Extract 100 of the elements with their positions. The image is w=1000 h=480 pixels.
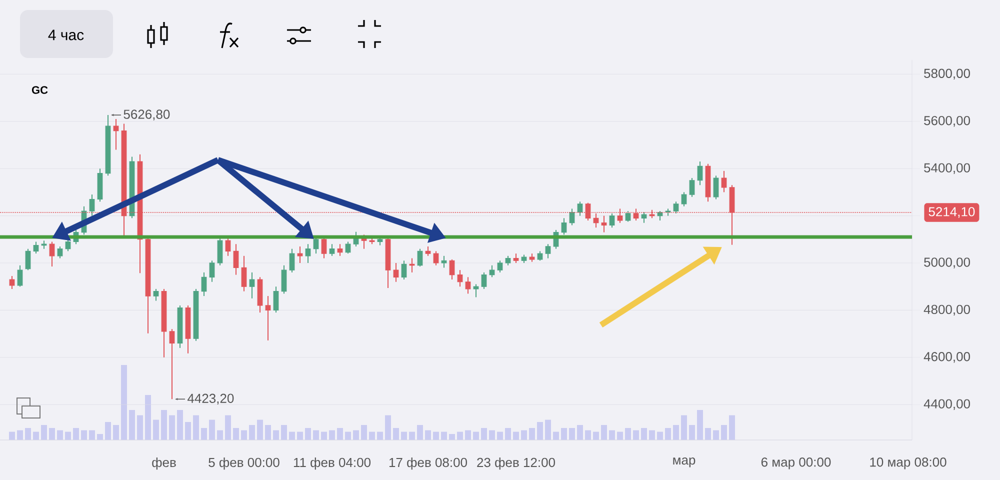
bar [537, 422, 544, 440]
bar [577, 425, 584, 440]
bar [121, 365, 127, 440]
x-tick-label: мар [673, 458, 696, 468]
bar [321, 432, 328, 440]
candlestick [17, 264, 23, 288]
candlestick [457, 270, 463, 288]
candlestick [393, 262, 399, 282]
bar [441, 432, 448, 440]
bar [153, 420, 160, 440]
bar [361, 425, 368, 440]
candlestick [697, 160, 703, 186]
candlestick [297, 246, 303, 264]
bar [569, 428, 576, 440]
bar [553, 432, 560, 440]
bar [481, 428, 488, 440]
candlestick [65, 238, 71, 252]
bar [665, 428, 672, 440]
x-tick-label: 6 мар 00:00 [761, 458, 831, 470]
bar [129, 410, 135, 440]
bar [681, 415, 688, 440]
candlestick [89, 194, 95, 216]
candlestick [241, 255, 247, 292]
bar [217, 430, 224, 440]
candlestick [249, 272, 255, 299]
bar [161, 410, 168, 440]
bar [457, 432, 464, 440]
bar [641, 428, 648, 440]
candlestick [153, 288, 159, 302]
y-tick-label: 4400,00 [924, 399, 970, 410]
bar [273, 430, 280, 440]
candlestick [265, 296, 271, 341]
candlestick [441, 255, 447, 268]
bar [401, 432, 408, 440]
bar [369, 432, 376, 440]
bar [225, 415, 232, 440]
candlestick [217, 236, 223, 266]
bar [249, 425, 256, 440]
bar [177, 410, 184, 440]
bar [57, 430, 63, 440]
bar [257, 420, 264, 440]
candlestick [449, 258, 455, 280]
bar [393, 428, 400, 440]
bar [705, 428, 712, 440]
bar [561, 428, 568, 440]
x-tick-label: 10 мар 08:00 [870, 458, 946, 470]
candlestick [513, 253, 519, 264]
candlestick [225, 236, 231, 256]
candlestick [289, 248, 295, 273]
bar [241, 430, 248, 440]
bar [449, 434, 456, 440]
x-tick-label: 11 фев 04:00 [294, 458, 371, 470]
bar [729, 415, 736, 440]
bar [89, 430, 95, 440]
candlestick [25, 248, 31, 271]
bar [385, 415, 392, 440]
bar [721, 425, 728, 440]
bar [185, 422, 192, 440]
bar [529, 428, 536, 440]
candlestick [305, 244, 311, 264]
candlestick [329, 244, 335, 256]
bar [337, 428, 344, 440]
x-tick-label: 17 фев 08:00 [389, 458, 467, 470]
candlestick [273, 286, 279, 314]
bar [377, 432, 384, 440]
bar [593, 432, 600, 440]
x-tick-label: 23 фев 12:00 [477, 458, 555, 470]
bar [345, 432, 352, 440]
bar [281, 425, 288, 440]
bar [289, 432, 296, 440]
bar [25, 428, 31, 440]
bar [417, 425, 424, 440]
bar [473, 432, 480, 440]
bar [353, 430, 360, 440]
annotation: 4423,20 [188, 394, 234, 404]
bar [17, 430, 23, 440]
candlestick [49, 241, 55, 268]
bar [521, 430, 528, 440]
candlestick [713, 175, 719, 200]
y-tick-label: 4800,00 [924, 304, 970, 316]
candlestick [625, 210, 631, 222]
bar [297, 432, 304, 440]
candlestick [489, 264, 495, 278]
bar [505, 428, 512, 440]
text: GC [32, 86, 48, 94]
bar [33, 432, 39, 440]
annotation: 5626,80 [124, 110, 170, 120]
bar [649, 430, 656, 440]
bar [609, 430, 616, 440]
bar [313, 430, 320, 440]
candlestick [673, 201, 679, 214]
candlestick [505, 255, 511, 266]
y-tick-label: 5400,00 [924, 163, 970, 174]
bar [585, 430, 592, 440]
bar [65, 432, 71, 440]
candlestick [281, 264, 287, 294]
candlestick [641, 212, 647, 224]
candlestick [201, 272, 207, 297]
candlestick [577, 201, 583, 216]
bar [9, 432, 15, 440]
